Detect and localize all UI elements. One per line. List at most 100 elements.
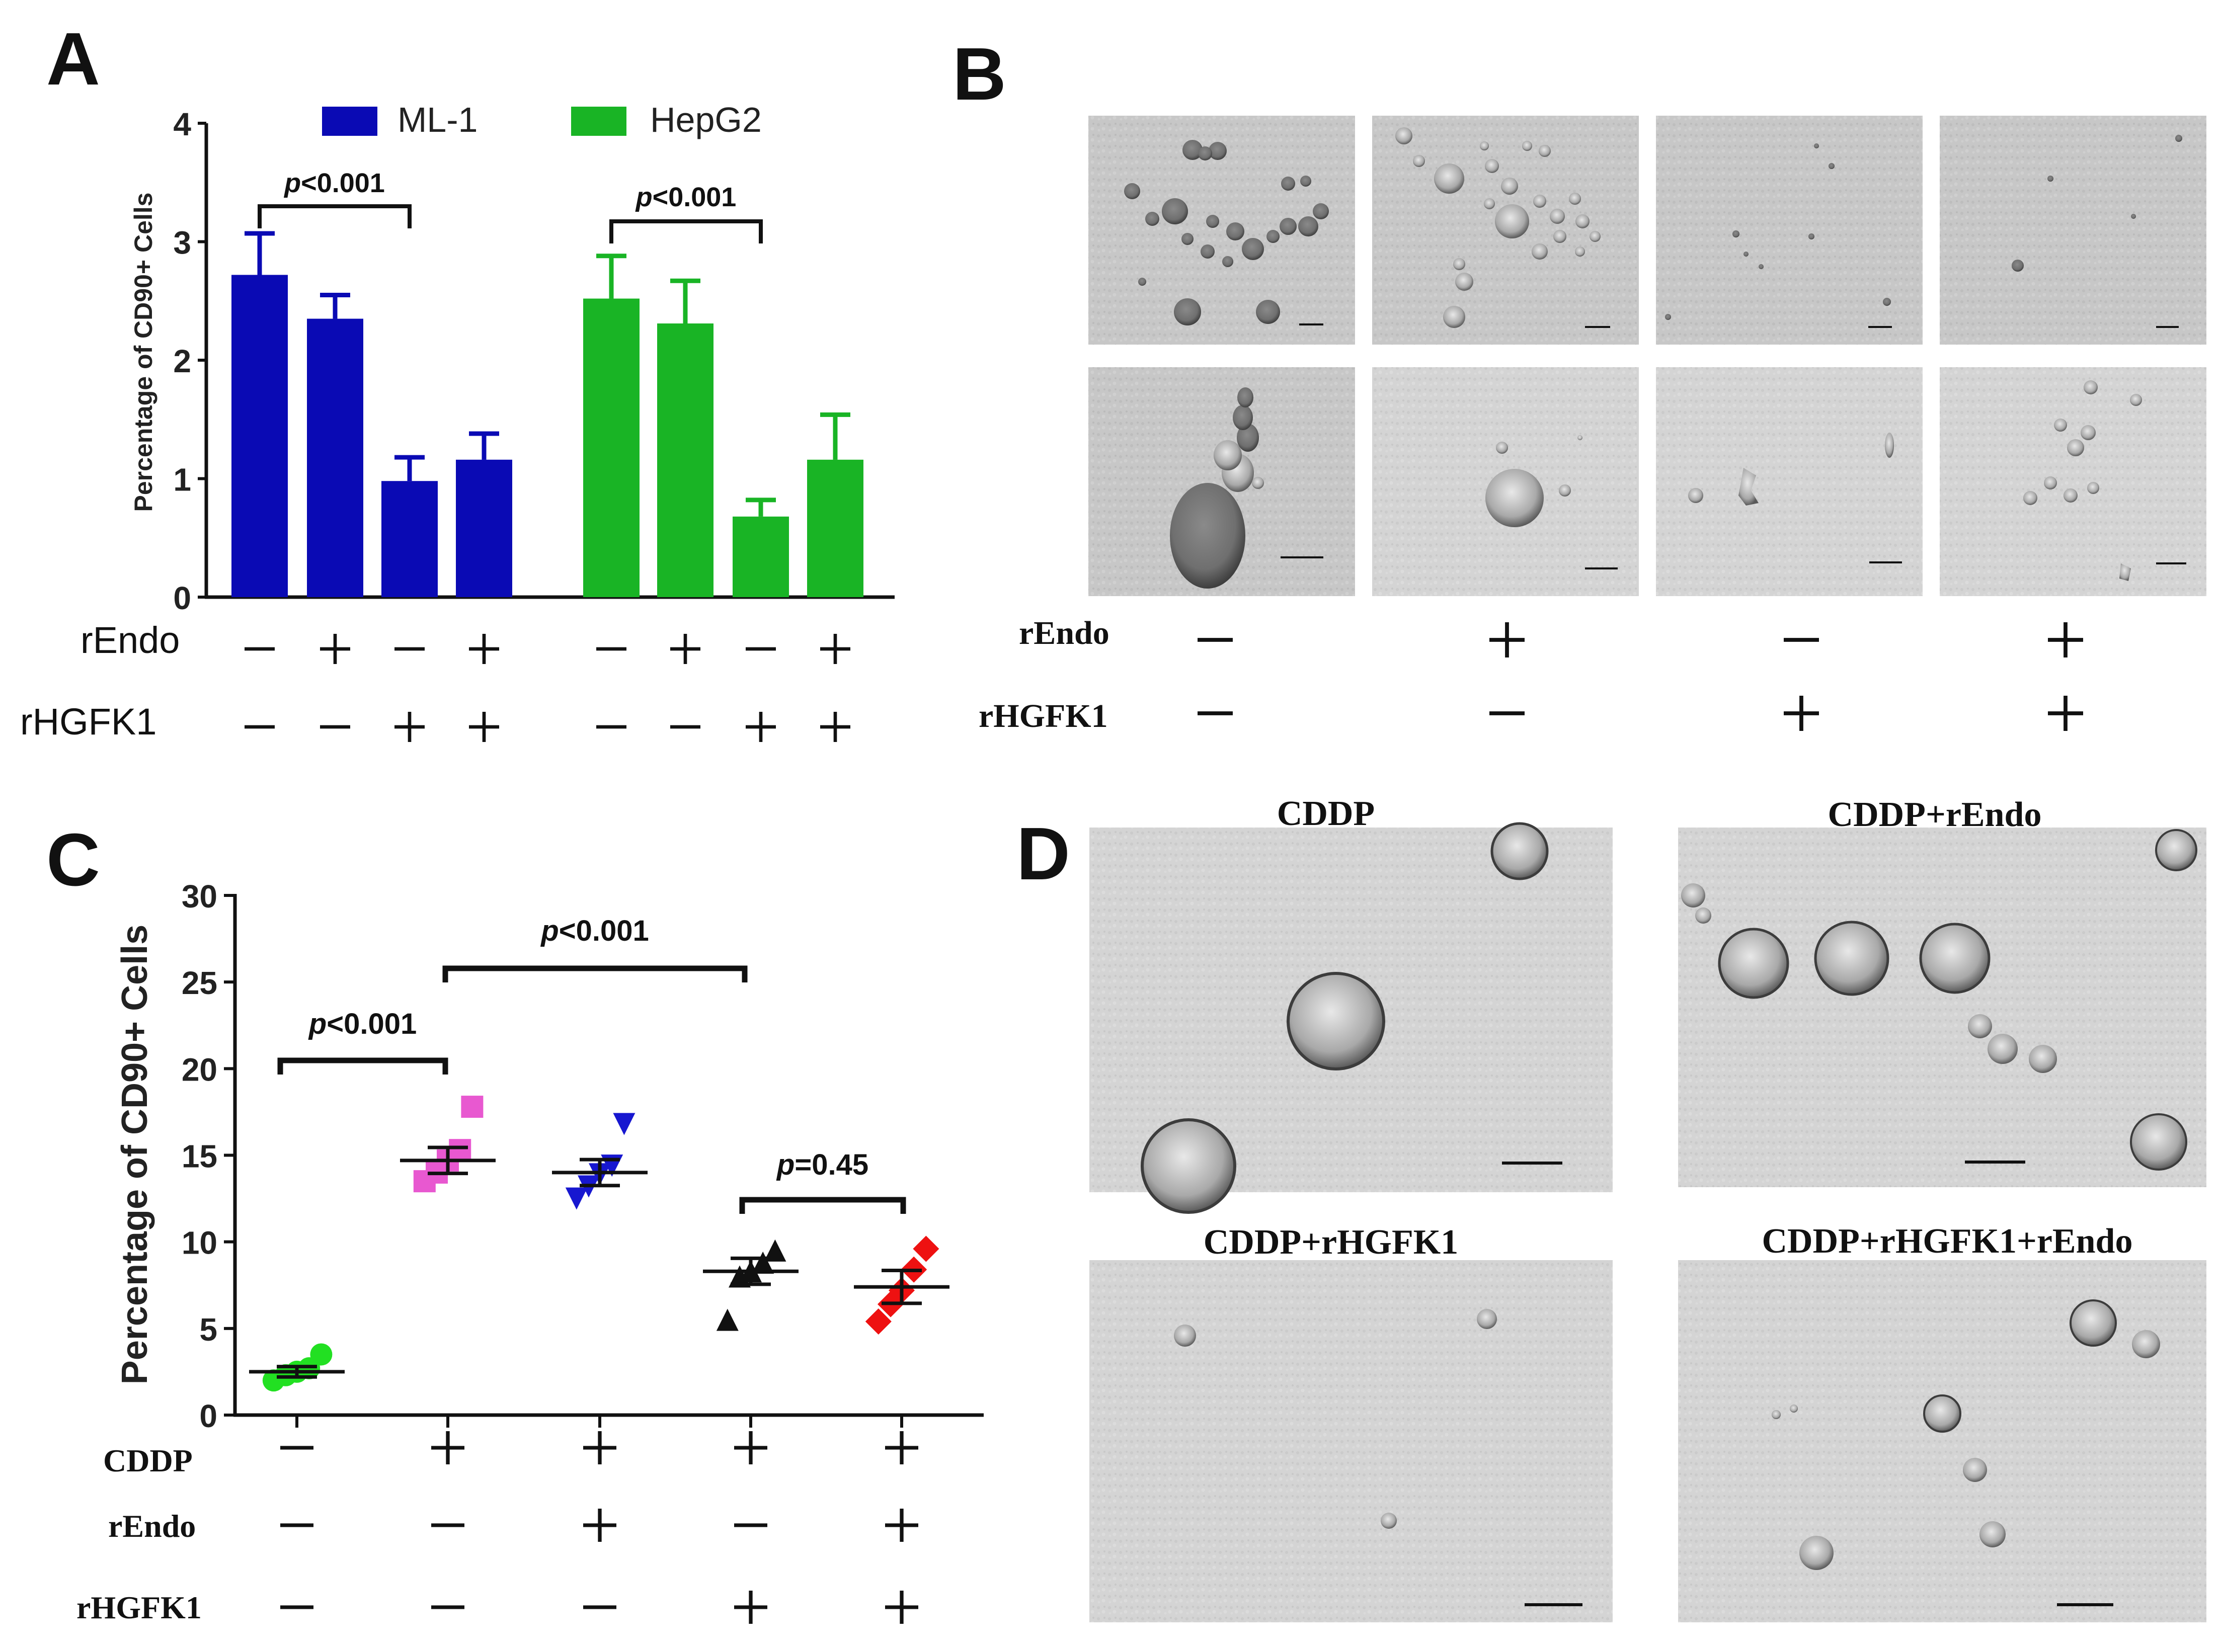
panel-c-data-point [449, 1139, 471, 1162]
micrograph-d-cddp-rhgfk1-rendo [1678, 1260, 2206, 1622]
panel-c-group-4 [703, 1239, 799, 1331]
panel-a-letter: A [46, 18, 100, 101]
panel-a-y-tick-label: 3 [173, 225, 191, 261]
panel-a-bar-hepg2-2 [657, 323, 713, 597]
panel-c-cddp-sign: + [583, 1431, 616, 1464]
legend-label-ml1: ML-1 [398, 100, 478, 139]
panel-c-p-value-value: =0.45 [795, 1148, 868, 1181]
micrograph-b-row1-col2 [1372, 116, 1639, 345]
legend-swatch-hepg2 [571, 107, 626, 136]
panel-b-letter: B [953, 33, 1006, 116]
panel-a-rendo-sign-text: − [611, 651, 612, 652]
panel-c-y-axis-label: Percentage of CD90+ Cells [115, 925, 155, 1384]
panel-b-rhgfk1-sign-text: − [1215, 715, 1216, 716]
panel-b-rendo-sign: − [1198, 638, 1233, 642]
panel-a-y-tick-label: 4 [173, 106, 191, 142]
panel-a-bar-ml-1-1 [231, 275, 288, 597]
panel-c-data-point [310, 1343, 333, 1366]
micrograph-b-row2-col1 [1088, 367, 1355, 596]
panel-d-title-cddp-rhgfk1-rendo: CDDP+rHGFK1+rEndo [1762, 1222, 2133, 1261]
panel-c-cddp-sign: + [734, 1431, 767, 1464]
micrograph-d-cddp-rhgfk1 [1089, 1260, 1613, 1622]
panel-a-bar-ml-1-3 [381, 481, 438, 597]
panel-c-rendo-sign: − [431, 1523, 464, 1527]
panel-c-row-label-rhgfk1: rHGFK1 [76, 1590, 202, 1625]
panel-d-title-cddp-rhgfk1: CDDP+rHGFK1 [1204, 1223, 1458, 1262]
micrograph-d-cddp-rendo [1678, 828, 2206, 1187]
panel-a-rhgfk1-sign: − [670, 725, 700, 730]
panel-a-rhgfk1-sign-text: − [335, 729, 336, 730]
panel-a-bar-hepg2-3 [733, 516, 789, 597]
panel-a-rhgfk1-sign-text: − [685, 729, 686, 730]
panel-b: B [953, 33, 2206, 734]
panel-c-y-tick-label: 25 [182, 965, 217, 1001]
panel-a-rendo-sign: + [320, 634, 350, 664]
panel-a-significance-bracket [609, 219, 763, 243]
panel-a-rendo-sign: + [820, 634, 850, 664]
panel-c-cddp-sign: + [885, 1431, 918, 1464]
panel-b-rhgfk1-sign: + [1784, 696, 1819, 731]
panel-c-rhgfk1-sign: − [280, 1605, 313, 1609]
panel-d: D CDDP CDDP+rEndo CDDP+rHGFK1 CDDP+rHGFK… [1016, 794, 2206, 1622]
panel-c-p-value: p=0.45 [776, 1148, 868, 1181]
panel-a-y-tick-label: 0 [173, 580, 191, 616]
panel-c-y-tick-label: 15 [182, 1138, 217, 1175]
panel-c-cddp-sign: + [431, 1431, 464, 1464]
micrograph-b-row2-col2 [1372, 367, 1639, 596]
panel-c-group-5 [854, 1235, 949, 1335]
panel-a-rhgfk1-sign: + [820, 712, 850, 742]
panel-a-rendo-sign: + [469, 634, 499, 664]
panel-c-y-tick-label: 0 [199, 1398, 217, 1434]
micrograph-b-row2-col4 [1940, 367, 2206, 596]
micrograph-d-cddp [1089, 822, 1613, 1214]
panel-c-rhgfk1-sign: + [885, 1591, 918, 1624]
panel-b-rhgfk1-sign: + [2048, 696, 2083, 731]
panel-a-p-value: p<0.001 [635, 182, 737, 212]
panel-c-significance-bracket [739, 1197, 906, 1214]
panel-d-title-cddp: CDDP [1277, 794, 1375, 833]
panel-a-p-value-italic-p: p [283, 168, 301, 198]
panel-c-data-point [461, 1096, 484, 1118]
panel-b-row-label-rendo: rEndo [1019, 615, 1109, 651]
panel-c-p-value: p<0.001 [540, 915, 649, 947]
micrograph-b-row1-col1 [1088, 116, 1355, 345]
panel-c-significance-bracket [442, 965, 748, 982]
micrograph-b-row1-col4 [1940, 116, 2206, 345]
panel-c-p-value: p<0.001 [308, 1008, 417, 1040]
panel-b-rhgfk1-sign: − [1489, 711, 1525, 715]
panel-a-rendo-sign: − [394, 647, 425, 651]
panel-a-rhgfk1-sign: − [245, 725, 275, 729]
panel-a-y-tick-label: 2 [173, 343, 191, 379]
panel-c-data-point [565, 1187, 588, 1210]
panel-c-data-point [764, 1239, 786, 1262]
panel-c-data-point [913, 1235, 939, 1262]
panel-a-bar-hepg2-4 [807, 459, 863, 597]
panel-a-rhgfk1-sign-text: − [611, 729, 612, 730]
panel-c-row-label-rendo: rEndo [108, 1508, 196, 1544]
panel-a-y-axis-label: Percentage of CD90+ Cells [129, 193, 157, 512]
panel-b-rhgfk1-sign: − [1198, 711, 1233, 716]
panel-a: A ML-1 HepG2 Percentage of CD90+ Cells 0… [20, 18, 895, 742]
panel-a-p-value-italic-p: p [635, 182, 653, 212]
panel-c-cddp-sign: − [280, 1446, 313, 1450]
panel-c-p-value-italic-p: p [776, 1148, 795, 1181]
panel-a-rhgfk1-sign: + [469, 712, 499, 742]
panel-c-rhgfk1-sign: − [583, 1605, 616, 1609]
panel-c-group-3 [552, 1113, 648, 1210]
panel-c-significance-bracket [277, 1057, 448, 1075]
panel-c-rendo-sign: + [583, 1509, 616, 1542]
panel-a-rendo-sign: − [245, 647, 275, 651]
panel-c-row-label-cddp: CDDP [103, 1443, 193, 1478]
panel-a-p-value-value: <0.001 [653, 182, 737, 212]
panel-b-rendo-sign: − [1784, 638, 1819, 642]
panel-c-data-point [716, 1308, 739, 1331]
panel-c-data-point [752, 1251, 774, 1274]
panel-c-rendo-sign: − [734, 1523, 767, 1527]
panel-a-rendo-sign: + [670, 634, 700, 664]
panel-a-p-value-value: <0.001 [301, 168, 385, 198]
panel-c-rhgfk1-sign: − [431, 1605, 464, 1609]
panel-a-rhgfk1-sign: − [320, 725, 350, 730]
panel-a-bar-ml-1-2 [307, 318, 363, 597]
panel-a-p-value: p<0.001 [283, 168, 385, 198]
